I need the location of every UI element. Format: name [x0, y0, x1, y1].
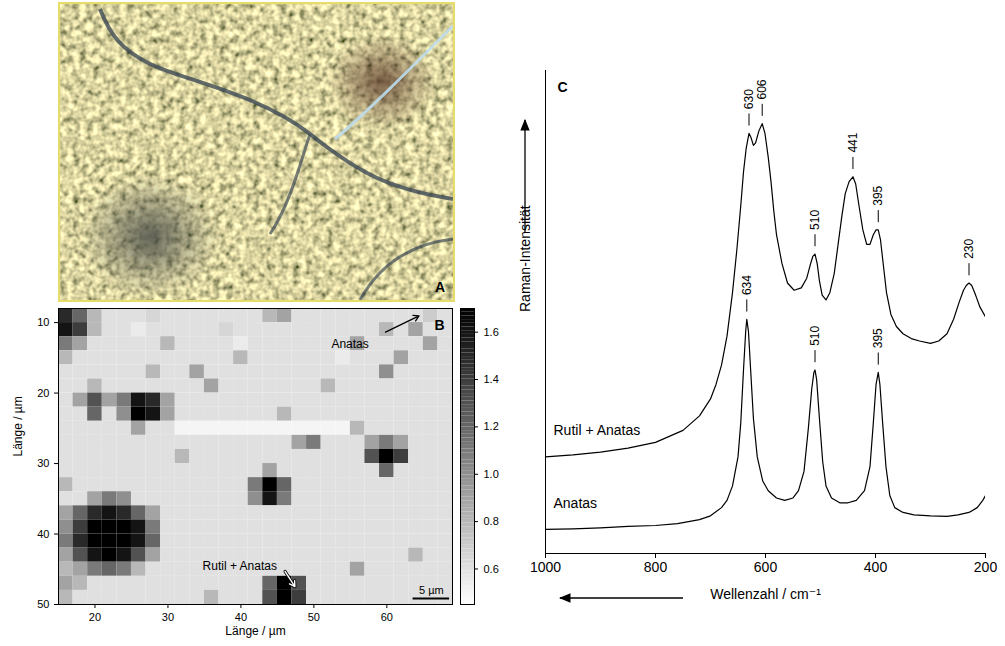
svg-text:B: B: [434, 317, 444, 333]
svg-text:1.4: 1.4: [484, 373, 499, 385]
svg-text:Länge / µm: Länge / µm: [11, 396, 25, 456]
svg-text:A: A: [435, 279, 445, 295]
svg-text:Rutil + Anatas: Rutil + Anatas: [203, 559, 277, 573]
svg-text:0.8: 0.8: [484, 515, 499, 527]
svg-text:Wellenzahl / cm⁻¹: Wellenzahl / cm⁻¹: [710, 586, 821, 602]
svg-text:0.6: 0.6: [484, 563, 499, 575]
svg-text:5 µm: 5 µm: [419, 584, 444, 596]
svg-text:510: 510: [808, 210, 822, 230]
svg-text:510: 510: [808, 325, 822, 345]
svg-text:441: 441: [846, 132, 860, 152]
svg-text:Raman-Intensität: Raman-Intensität: [517, 205, 533, 312]
svg-text:630: 630: [742, 89, 756, 109]
svg-text:50: 50: [37, 598, 49, 610]
svg-text:230: 230: [962, 239, 976, 259]
svg-text:Anatas: Anatas: [331, 337, 368, 351]
svg-text:40: 40: [37, 528, 49, 540]
svg-text:800: 800: [644, 559, 668, 575]
svg-text:200: 200: [974, 559, 998, 575]
svg-text:20: 20: [89, 611, 101, 623]
svg-text:30: 30: [162, 611, 174, 623]
svg-text:Länge / µm: Länge / µm: [225, 624, 285, 638]
svg-text:1.2: 1.2: [484, 420, 499, 432]
svg-text:10: 10: [37, 316, 49, 328]
svg-text:50: 50: [308, 611, 320, 623]
svg-text:30: 30: [37, 457, 49, 469]
svg-text:395: 395: [871, 185, 885, 205]
svg-text:40: 40: [235, 611, 247, 623]
svg-text:60: 60: [381, 611, 393, 623]
svg-text:C: C: [558, 79, 568, 95]
svg-text:20: 20: [37, 387, 49, 399]
svg-text:1.6: 1.6: [484, 326, 499, 338]
svg-text:1.0: 1.0: [484, 468, 499, 480]
svg-text:Anatas: Anatas: [554, 495, 598, 511]
svg-text:Rutil + Anatas: Rutil + Anatas: [554, 422, 641, 438]
svg-text:634: 634: [740, 275, 754, 295]
svg-text:395: 395: [871, 328, 885, 348]
svg-text:1000: 1000: [530, 559, 561, 575]
svg-text:606: 606: [755, 79, 769, 99]
svg-text:600: 600: [754, 559, 778, 575]
svg-text:400: 400: [864, 559, 888, 575]
